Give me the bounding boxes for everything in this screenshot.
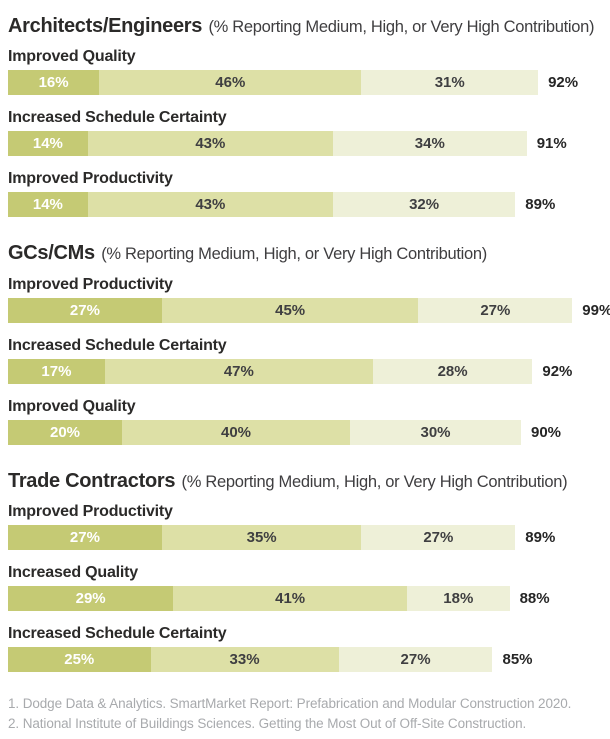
bar-total: 89% (525, 529, 556, 547)
bar-total: 89% (525, 196, 556, 214)
chart-row: Increased Schedule Certainty 25% 33% 27% 85% (8, 625, 602, 673)
bar-segment-1: 14% (8, 192, 88, 218)
bar-line: 14% 43% 32% 89% (8, 192, 602, 218)
bar-segment-1: 14% (8, 131, 88, 157)
section-header: Architects/Engineers (% Reporting Medium… (8, 12, 602, 38)
row-label: Increased Schedule Certainty (8, 336, 227, 354)
stacked-bar: 14% 43% 34% (8, 131, 527, 157)
bar-total: 99% (582, 301, 610, 319)
section-title: Trade Contractors (8, 469, 176, 492)
bar-segment-1: 17% (8, 358, 105, 384)
bar-segment-3: 34% (332, 131, 527, 157)
bar-line: 16% 46% 31% 92% (8, 70, 602, 96)
row-label: Increased Quality (8, 564, 138, 582)
section-subtitle: (% Reporting Medium, High, or Very High … (208, 18, 595, 36)
bar-segment-1: 27% (8, 525, 162, 551)
chart-row: Improved Productivity 14% 43% 32% 89% (8, 170, 602, 218)
bar-segment-3: 27% (338, 647, 493, 673)
bar-line: 20% 40% 30% 90% (8, 419, 602, 445)
bar-segment-3: 30% (350, 419, 521, 445)
row-label: Improved Productivity (8, 503, 173, 521)
bar-segment-1: 29% (8, 586, 174, 612)
bar-segment-2: 45% (161, 297, 419, 323)
row-label: Improved Quality (8, 48, 136, 66)
stacked-bar: 16% 46% 31% (8, 70, 539, 96)
bar-segment-2: 40% (122, 419, 350, 445)
bar-segment-1: 27% (8, 297, 162, 323)
bar-line: 14% 43% 34% 91% (8, 131, 602, 157)
stacked-bar: 17% 47% 28% (8, 358, 533, 384)
bar-segment-2: 35% (161, 525, 362, 551)
bar-segment-3: 32% (332, 192, 516, 218)
bar-segment-1: 16% (8, 70, 100, 96)
bar-segment-3: 28% (372, 358, 533, 384)
stacked-bar: 20% 40% 30% (8, 419, 521, 445)
bar-segment-1: 20% (8, 419, 122, 445)
section-header: Trade Contractors (% Reporting Medium, H… (8, 467, 602, 493)
bar-line: 29% 41% 18% 88% (8, 586, 602, 612)
bar-total: 90% (531, 423, 562, 441)
stacked-bar: 27% 35% 27% (8, 525, 516, 551)
chart-row: Improved Productivity 27% 45% 27% 99% (8, 275, 610, 323)
stacked-bar: 29% 41% 18% (8, 586, 510, 612)
section-title: Architects/Engineers (8, 15, 203, 37)
section-subtitle: (% Reporting Medium, High, or Very High … (101, 245, 487, 264)
footnote-line: 1. Dodge Data & Analytics. SmartMarket R… (8, 696, 572, 712)
section-subtitle: (% Reporting Medium, High, or Very High … (181, 472, 568, 491)
bar-line: 27% 45% 27% 99% (8, 297, 610, 323)
bar-segment-2: 46% (99, 70, 362, 96)
stacked-bar: 25% 33% 27% (8, 647, 493, 673)
chart-row: Improved Productivity 27% 35% 27% 89% (8, 503, 602, 551)
footnote-line: 2. National Institute of Buildings Scien… (8, 715, 527, 731)
footnotes: 1. Dodge Data & Analytics. SmartMarket R… (8, 694, 602, 733)
bar-total: 91% (536, 135, 567, 153)
row-label: Improved Productivity (8, 170, 173, 188)
bar-segment-3: 27% (418, 297, 573, 323)
section-title: GCs/CMs (8, 242, 95, 265)
stacked-bar: 14% 43% 32% (8, 192, 516, 218)
bar-segment-2: 33% (150, 647, 339, 673)
chart-section: Trade Contractors (% Reporting Medium, H… (8, 467, 602, 673)
chart-row: Improved Quality 16% 46% 31% 92% (8, 48, 602, 96)
bar-total: 92% (542, 362, 573, 380)
bar-segment-2: 43% (87, 131, 333, 157)
row-label: Improved Productivity (8, 275, 173, 293)
row-label: Improved Quality (8, 397, 136, 415)
bar-line: 17% 47% 28% 92% (8, 358, 602, 384)
bar-segment-3: 27% (361, 525, 516, 551)
bar-segment-2: 41% (173, 586, 407, 612)
bar-segment-3: 18% (406, 586, 510, 612)
row-label: Increased Schedule Certainty (8, 109, 227, 127)
chart-row: Improved Quality 20% 40% 30% 90% (8, 398, 602, 445)
chart-row: Increased Quality 29% 41% 18% 88% (8, 564, 602, 612)
bar-segment-1: 25% (8, 647, 151, 673)
bar-segment-3: 31% (361, 70, 539, 96)
bar-segment-2: 47% (104, 358, 373, 384)
chart-row: Increased Schedule Certainty 17% 47% 28% 92% (8, 337, 602, 384)
stacked-bar-chart: Architects/Engineers (% Reporting Medium… (8, 12, 610, 673)
chart-row: Increased Schedule Certainty 14% 43% 34% 91% (8, 109, 602, 157)
chart-section: Architects/Engineers (% Reporting Medium… (8, 12, 602, 218)
bar-total: 85% (502, 651, 533, 669)
section-header: GCs/CMs (% Reporting Medium, High, or Ve… (8, 239, 602, 265)
bar-line: 25% 33% 27% 85% (8, 647, 602, 673)
bar-line: 27% 35% 27% 89% (8, 525, 602, 551)
bar-total: 88% (519, 590, 550, 608)
row-label: Increased Schedule Certainty (8, 625, 227, 643)
bar-total: 92% (548, 74, 579, 92)
chart-section: GCs/CMs (% Reporting Medium, High, or Ve… (8, 239, 610, 445)
bar-segment-2: 43% (87, 192, 333, 218)
stacked-bar: 27% 45% 27% (8, 297, 573, 323)
